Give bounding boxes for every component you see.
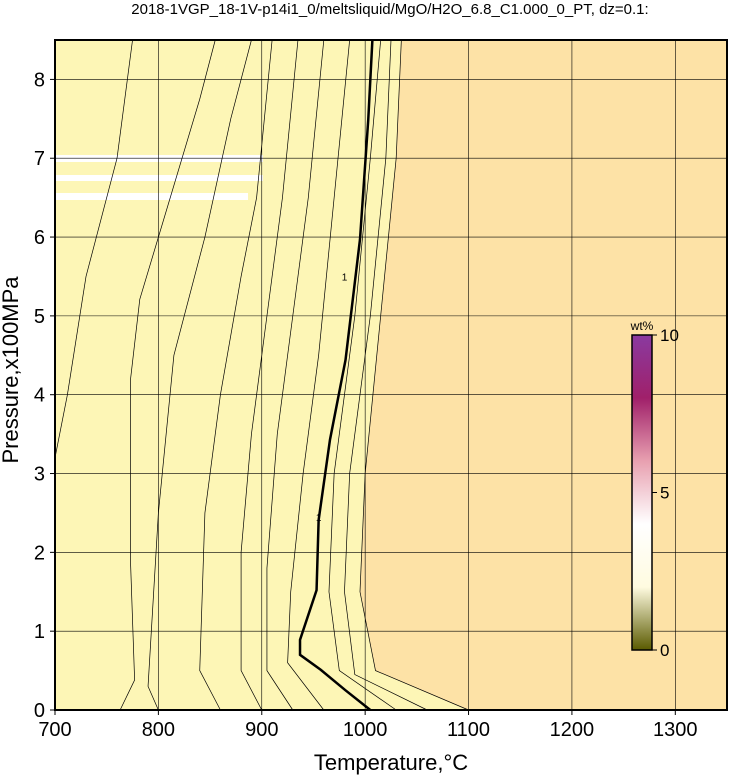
- contour-label: 1: [342, 272, 348, 283]
- contour-line: [147, 39, 252, 711]
- contour-line: [119, 39, 216, 711]
- y-tick-label: 6: [34, 227, 45, 249]
- y-tick-label: 5: [34, 306, 45, 328]
- y-tick-label: 0: [34, 700, 45, 722]
- y-tick-label: 4: [34, 385, 45, 407]
- y-tick-label: 3: [34, 464, 45, 486]
- contour-line: [287, 39, 350, 711]
- contour-label: 1: [316, 513, 322, 524]
- x-tick-label: 900: [245, 719, 278, 741]
- contour-line: [359, 39, 469, 711]
- contour-line: [266, 39, 325, 711]
- y-tick-label: 2: [34, 542, 45, 564]
- chart-title: 2018-1VGP_18-1V-p14i1_0/meltsliquid/MgO/…: [131, 1, 648, 18]
- colorbar-tick-label: 0: [660, 641, 669, 660]
- contour-line: [344, 39, 428, 711]
- missing-stripe: [55, 193, 248, 200]
- shaded-region: [359, 40, 727, 710]
- x-tick-label: 1300: [653, 719, 698, 741]
- contour-line: [199, 39, 273, 711]
- missing-stripe: [55, 175, 263, 181]
- colorbar-label: wt%: [630, 319, 654, 333]
- x-tick-label: 800: [142, 719, 175, 741]
- x-tick-label: 1000: [343, 719, 388, 741]
- y-tick-label: 1: [34, 621, 45, 643]
- contour-line: [328, 39, 397, 711]
- plot-frame: [54, 39, 728, 711]
- contour-line: [54, 39, 133, 458]
- y-axis-label: Pressure,x100MPa: [0, 276, 23, 464]
- y-tick-label: 8: [34, 69, 45, 91]
- x-axis-label: Temperature,°C: [314, 750, 468, 775]
- colorbar-tick-label: 5: [660, 484, 669, 503]
- x-tick-label: 700: [38, 719, 71, 741]
- colorbar-tick-label: 10: [660, 326, 679, 345]
- y-tick-label: 7: [34, 148, 45, 170]
- x-tick-label: 1100: [447, 719, 490, 741]
- contour-line: [240, 39, 299, 711]
- contour-line: [298, 39, 374, 711]
- x-tick-label: 1200: [550, 719, 595, 741]
- colorbar: [631, 334, 653, 651]
